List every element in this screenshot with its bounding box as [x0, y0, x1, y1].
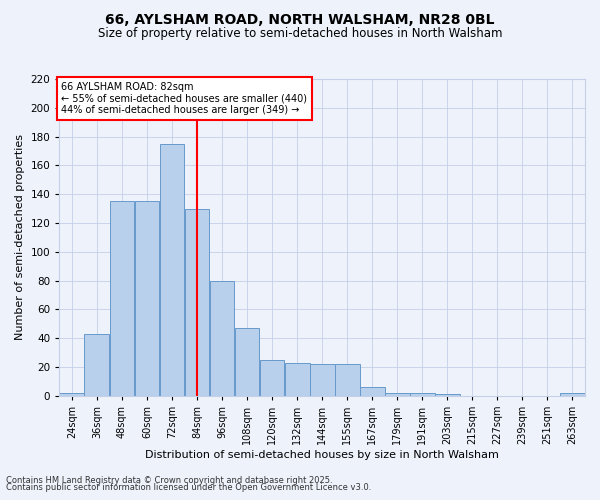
Bar [235, 328, 259, 396]
Bar [560, 393, 585, 396]
Bar [160, 144, 184, 396]
Bar [435, 394, 460, 396]
Bar [110, 202, 134, 396]
Bar [134, 202, 160, 396]
Bar [410, 393, 434, 396]
Text: Contains public sector information licensed under the Open Government Licence v3: Contains public sector information licen… [6, 484, 371, 492]
Bar [185, 208, 209, 396]
Text: Contains HM Land Registry data © Crown copyright and database right 2025.: Contains HM Land Registry data © Crown c… [6, 476, 332, 485]
Bar [335, 364, 359, 396]
Text: 66, AYLSHAM ROAD, NORTH WALSHAM, NR28 0BL: 66, AYLSHAM ROAD, NORTH WALSHAM, NR28 0B… [105, 12, 495, 26]
Bar [285, 363, 310, 396]
Bar [209, 280, 235, 396]
X-axis label: Distribution of semi-detached houses by size in North Walsham: Distribution of semi-detached houses by … [145, 450, 499, 460]
Text: 66 AYLSHAM ROAD: 82sqm
← 55% of semi-detached houses are smaller (440)
44% of se: 66 AYLSHAM ROAD: 82sqm ← 55% of semi-det… [61, 82, 307, 115]
Bar [260, 360, 284, 396]
Bar [385, 393, 410, 396]
Bar [310, 364, 335, 396]
Y-axis label: Number of semi-detached properties: Number of semi-detached properties [15, 134, 25, 340]
Text: Size of property relative to semi-detached houses in North Walsham: Size of property relative to semi-detach… [98, 28, 502, 40]
Bar [360, 388, 385, 396]
Bar [85, 334, 109, 396]
Bar [59, 393, 84, 396]
